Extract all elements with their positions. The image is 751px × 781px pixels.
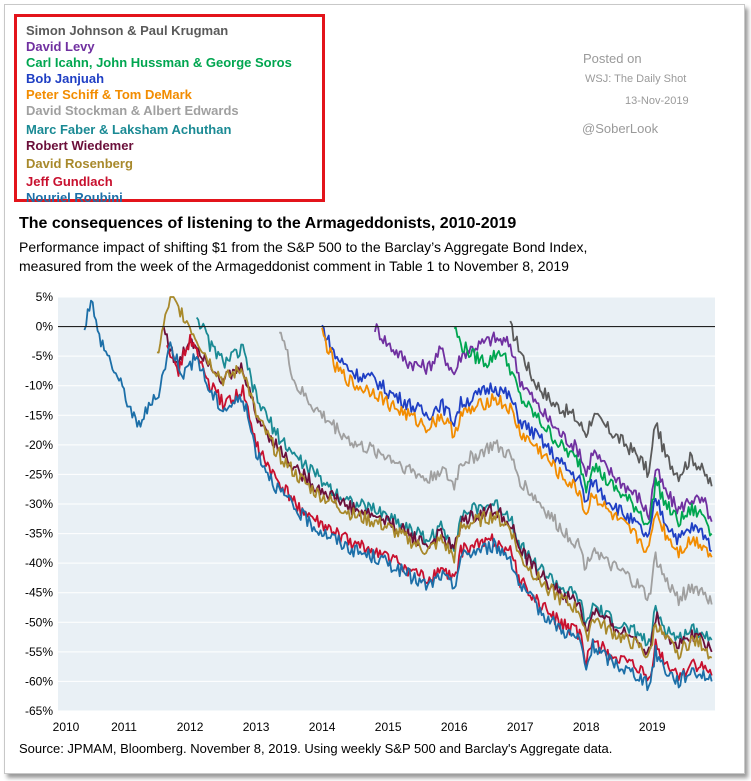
legend-entry: Carl Icahn, John Hussman & George Soros [26,55,292,70]
y-tick-label: -55% [25,645,53,659]
series-line [374,323,713,522]
x-tick-label: 2018 [573,720,600,734]
chart-title: The consequences of listening to the Arm… [19,215,517,232]
series-line [279,331,713,607]
x-tick-label: 2015 [375,720,402,734]
series-line [83,299,713,692]
legend-entry: Nouriel Roubini [26,190,123,205]
chart-subtitle: Performance impact of shifting $1 from t… [19,238,587,276]
x-tick-label: 2012 [177,720,204,734]
legend-entry: Simon Johnson & Paul Krugman [26,23,229,38]
subtitle-line-1: Performance impact of shifting $1 from t… [19,239,588,255]
watermark-date: 13-Nov-2019 [625,95,689,107]
x-tick-label: 2016 [441,720,468,734]
series-line [321,327,713,559]
posted-label: Posted on [583,51,642,66]
y-tick-label: -50% [25,615,53,629]
watermark-source: WSJ: The Daily Shot [585,73,687,85]
y-tick-label: -15% [25,408,53,422]
y-tick-label: -25% [25,467,53,481]
legend-box: Simon Johnson & Paul Krugman David Levy Ca… [14,14,325,205]
x-tick-label: 2017 [507,720,534,734]
series-line [453,326,713,537]
series-line [321,324,713,553]
y-tick-label: -40% [25,556,53,570]
subtitle-line-2: measured from the week of the Armageddon… [19,258,569,274]
series-line [156,296,713,660]
legend-entry: David Stockman & Albert Edwards [26,103,239,118]
y-tick-label: -60% [25,674,53,688]
chart-source: Source: JPMAM, Bloomberg. November 8, 20… [19,741,613,756]
series-line [509,320,713,487]
y-tick-label: -30% [25,497,53,511]
y-tick-label: -5% [32,349,54,363]
y-tick-label: -65% [25,704,53,718]
series-line [195,317,713,647]
y-tick-label: -45% [25,586,53,600]
legend-entry: David Rosenberg [26,156,133,171]
x-tick-label: 2010 [53,720,80,734]
x-tick-label: 2011 [111,720,137,734]
y-tick-label: -20% [25,438,53,452]
x-tick-label: 2013 [243,720,270,734]
x-tick-label: 2014 [309,720,336,734]
x-tick-label: 2019 [639,720,666,734]
watermark-handle: @SoberLook [582,121,659,136]
legend-entry: Bob Janjuah [26,71,105,86]
y-tick-label: -35% [25,527,53,541]
y-tick-label: -10% [25,379,53,393]
legend-entry: Robert Wiedemer [26,138,134,153]
y-tick-label: 5% [36,290,54,304]
legend-entry: David Levy [26,39,95,54]
legend-entry: Peter Schiff & Tom DeMark [26,87,192,102]
legend-entry: Marc Faber & Laksham Achuthan [26,122,232,137]
series-line [166,333,713,682]
y-tick-label: 0% [36,320,54,334]
legend-entry: Jeff Gundlach [26,174,113,189]
